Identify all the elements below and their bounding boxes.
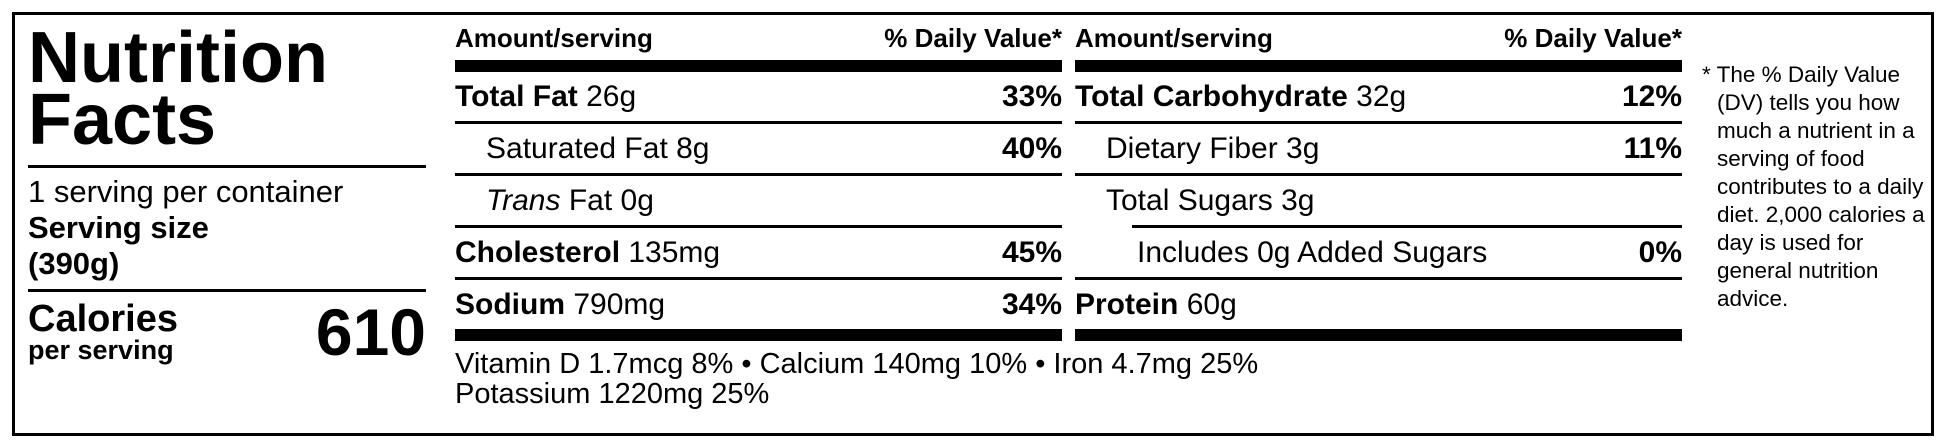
label-title: Nutrition Facts — [28, 18, 426, 160]
nutrient-name: Sodium 790mg — [455, 287, 666, 321]
calories-labels: Calories per serving — [28, 298, 178, 365]
nutrient-name-italic: Trans — [486, 183, 561, 217]
nutrient-label-text: Sodium — [455, 287, 565, 321]
nutrient-row: Total Fat 26g 33% — [455, 72, 1062, 121]
daily-value-header: % Daily Value* — [884, 23, 1062, 53]
daily-value-percent: 33% — [1001, 79, 1062, 113]
daily-value-percent: 45% — [1001, 235, 1062, 269]
label-title-line1: Nutrition — [28, 18, 328, 98]
daily-value-percent: 12% — [1621, 79, 1682, 113]
horizontal-rule — [28, 289, 426, 292]
nutrient-row: Sodium 790mg 34% — [455, 280, 1062, 329]
left-panel: Nutrition Facts 1 serving per container … — [28, 18, 426, 369]
nutrient-name: Total Sugars 3g — [1106, 183, 1315, 217]
serving-info: 1 serving per container Serving size (39… — [28, 174, 426, 282]
column-header: Amount/serving % Daily Value* — [1075, 24, 1682, 60]
nutrient-row: Includes 0g Added Sugars 0% — [1075, 228, 1682, 277]
nutrient-label-text: Total Carbohydrate — [1075, 79, 1348, 113]
calories-sublabel: per serving — [28, 335, 174, 365]
thin-rule — [1075, 173, 1682, 176]
thin-rule — [1075, 277, 1682, 280]
nutrient-label-text: Cholesterol — [455, 235, 621, 269]
nutrient-label-text: Saturated Fat — [486, 131, 668, 165]
daily-value-footnote: * The % Daily Value (DV) tells you how m… — [1702, 62, 1925, 311]
thin-rule — [455, 121, 1062, 124]
nutrient-label-text: Total Sugars — [1106, 183, 1273, 217]
nutrition-column-carbs: Amount/serving % Daily Value* Total Carboh… — [1075, 24, 1682, 341]
calories-label: Calories — [28, 298, 178, 340]
nutrient-label-text: Protein — [1075, 287, 1179, 321]
amount-serving-header: Amount/serving — [1075, 23, 1273, 53]
daily-value-percent: 34% — [1001, 287, 1062, 321]
nutrient-row: Trans Fat 0g — [455, 176, 1062, 225]
nutrient-label-text: Total Fat — [455, 79, 578, 113]
thick-rule-top — [1075, 60, 1682, 72]
nutrient-label-text: Includes 0g Added Sugars — [1137, 235, 1488, 269]
nutrient-row: Protein 60g — [1075, 280, 1682, 329]
thick-rule-top — [455, 60, 1062, 72]
nutrient-label-text: Dietary Fiber — [1106, 131, 1278, 165]
nutrient-name: Total Fat 26g — [455, 79, 637, 113]
servings-per-container: 1 serving per container — [28, 174, 344, 209]
nutrient-label-text: Fat — [568, 183, 613, 217]
thin-rule — [455, 277, 1062, 280]
serving-size-value: (390g) — [28, 246, 120, 281]
thick-rule-bottom — [1075, 329, 1682, 341]
nutrient-row: Saturated Fat 8g 40% — [455, 124, 1062, 173]
thin-rule — [455, 225, 1062, 228]
nutrition-column-fats: Amount/serving % Daily Value* Total Fat 26… — [455, 24, 1062, 341]
daily-value-percent: 11% — [1623, 131, 1682, 165]
nutrient-name: Saturated Fat 8g — [486, 131, 710, 165]
nutrient-name: Cholesterol 135mg — [455, 235, 721, 269]
micronutrients-line1: Vitamin D 1.7mcg 8% • Calcium 140mg 10% … — [455, 348, 1259, 380]
label-title-line2: Facts — [28, 80, 217, 160]
nutrient-name: Protein 60g — [1075, 287, 1237, 321]
nutrient-row: Total Carbohydrate 32g 12% — [1075, 72, 1682, 121]
thick-rule-bottom — [455, 329, 1062, 341]
nutrient-row: Dietary Fiber 3g 11% — [1075, 124, 1682, 173]
horizontal-rule — [28, 165, 426, 168]
nutrient-row: Cholesterol 135mg 45% — [455, 228, 1062, 277]
daily-value-header: % Daily Value* — [1504, 23, 1682, 53]
daily-value-percent: 0% — [1638, 235, 1682, 269]
thin-rule — [1075, 121, 1682, 124]
nutrient-name: Dietary Fiber 3g — [1106, 131, 1320, 165]
calories-section: Calories per serving 610 — [28, 295, 426, 369]
nutrition-facts-label: Nutrition Facts 1 serving per container … — [12, 12, 1934, 436]
amount-serving-header: Amount/serving — [455, 23, 653, 53]
thin-rule — [455, 173, 1062, 176]
serving-size-label: Serving size — [28, 210, 209, 245]
column-header: Amount/serving % Daily Value* — [455, 24, 1062, 60]
nutrient-name: Trans Fat 0g — [486, 183, 654, 217]
daily-value-percent: 40% — [1001, 131, 1062, 165]
nutrient-name: Includes 0g Added Sugars — [1075, 236, 1487, 270]
micronutrients-section: Vitamin D 1.7mcg 8% • Calcium 140mg 10% … — [455, 349, 1685, 409]
nutrient-row: Total Sugars 3g — [1075, 176, 1682, 225]
nutrient-name: Total Carbohydrate 32g — [1075, 79, 1407, 113]
calories-value: 610 — [315, 295, 426, 369]
thin-rule-indented — [1132, 225, 1682, 228]
micronutrients-line2: Potassium 1220mg 25% — [455, 378, 770, 410]
